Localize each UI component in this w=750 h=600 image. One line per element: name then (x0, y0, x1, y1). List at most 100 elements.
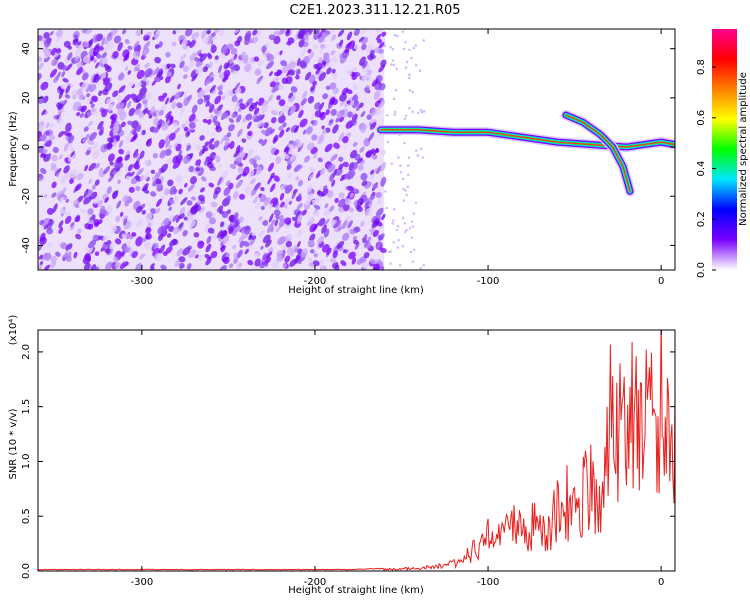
noise-speckle (166, 233, 172, 238)
noise-speckle (370, 107, 377, 116)
sparse-speckle (414, 149, 418, 152)
noise-speckle (155, 178, 162, 185)
noise-speckle (346, 31, 353, 41)
noise-speckle (74, 55, 80, 63)
noise-speckle (63, 40, 71, 48)
noise-speckle (95, 53, 102, 59)
noise-speckle (155, 71, 163, 79)
noise-speckle (83, 126, 89, 132)
noise-speckle (42, 95, 49, 104)
noise-speckle (261, 138, 268, 147)
noise-speckle (158, 139, 165, 149)
noise-speckle (359, 146, 365, 153)
noise-speckle (361, 29, 366, 35)
noise-speckle (60, 242, 68, 250)
noise-speckle (101, 57, 109, 65)
noise-speckle (261, 129, 267, 135)
noise-speckle (378, 42, 385, 49)
noise-speckle (136, 69, 145, 80)
sparse-speckle (383, 44, 387, 48)
noise-speckle (113, 256, 119, 263)
noise-speckle (247, 121, 252, 129)
noise-speckle (67, 52, 73, 61)
noise-speckle (307, 48, 312, 54)
noise-speckle (336, 241, 345, 249)
noise-speckle (326, 247, 332, 256)
noise-speckle (364, 200, 370, 209)
noise-speckle (222, 95, 226, 100)
sparse-speckle (392, 63, 396, 67)
noise-speckle (195, 159, 202, 167)
noise-speckle (252, 29, 258, 36)
noise-speckle (193, 232, 200, 238)
noise-speckle (268, 71, 273, 77)
sparse-speckle (420, 110, 424, 114)
noise-speckle (253, 107, 260, 115)
noise-speckle (182, 229, 188, 237)
noise-speckle (55, 251, 61, 257)
noise-speckle (202, 36, 209, 44)
noise-speckle (161, 122, 169, 131)
noise-speckle (72, 101, 81, 111)
noise-speckle (58, 131, 65, 138)
noise-speckle (307, 51, 315, 61)
noise-speckle (184, 120, 190, 126)
noise-speckle (188, 113, 196, 122)
sparse-speckle (406, 185, 410, 189)
noise-speckle (59, 208, 66, 214)
noise-speckle (60, 83, 67, 90)
noise-speckle (131, 232, 137, 237)
noise-speckle (218, 64, 223, 74)
noise-speckle (376, 38, 383, 44)
noise-speckle (318, 72, 327, 82)
noise-speckle (70, 83, 75, 88)
noise-speckle (92, 142, 99, 150)
noise-speckle (285, 127, 290, 133)
noise-speckle (191, 196, 196, 201)
noise-speckle (300, 48, 306, 58)
noise-speckle (80, 82, 89, 92)
noise-speckle (295, 176, 300, 181)
noise-speckle (76, 61, 84, 69)
noise-speckle (330, 50, 336, 56)
noise-speckle (64, 215, 72, 224)
noise-speckle (202, 66, 209, 73)
noise-speckle (207, 158, 213, 165)
noise-speckle (101, 47, 108, 55)
noise-speckle (179, 55, 185, 65)
noise-speckle (375, 107, 382, 117)
sparse-speckle (410, 236, 414, 239)
noise-speckle (360, 221, 365, 227)
noise-speckle (67, 135, 75, 144)
noise-speckle (278, 129, 285, 138)
noise-speckle (51, 192, 57, 198)
noise-speckle (80, 208, 86, 214)
noise-speckle (331, 71, 338, 80)
sparse-speckle (403, 141, 406, 145)
noise-speckle (186, 263, 192, 270)
noise-speckle (373, 183, 378, 190)
noise-speckle (209, 84, 216, 93)
noise-speckle (197, 255, 203, 261)
noise-speckle (346, 169, 356, 179)
sparse-speckle (405, 60, 409, 64)
noise-speckle (330, 258, 337, 264)
noise-speckle (122, 49, 130, 58)
noise-speckle (369, 53, 376, 59)
noise-speckle (122, 29, 127, 35)
noise-speckle (223, 256, 230, 265)
noise-speckle (334, 220, 342, 229)
noise-speckle (70, 169, 78, 178)
noise-speckle (224, 137, 230, 147)
noise-speckle (312, 80, 317, 87)
noise-speckle (171, 41, 177, 47)
noise-speckle (195, 65, 203, 75)
noise-speckle (288, 200, 293, 205)
noise-speckle (98, 128, 104, 136)
noise-speckle (106, 142, 113, 151)
noise-speckle (349, 192, 355, 199)
noise-speckle (284, 217, 292, 225)
sparse-speckle (416, 154, 420, 157)
noise-speckle (309, 233, 316, 242)
noise-speckle (101, 37, 106, 47)
